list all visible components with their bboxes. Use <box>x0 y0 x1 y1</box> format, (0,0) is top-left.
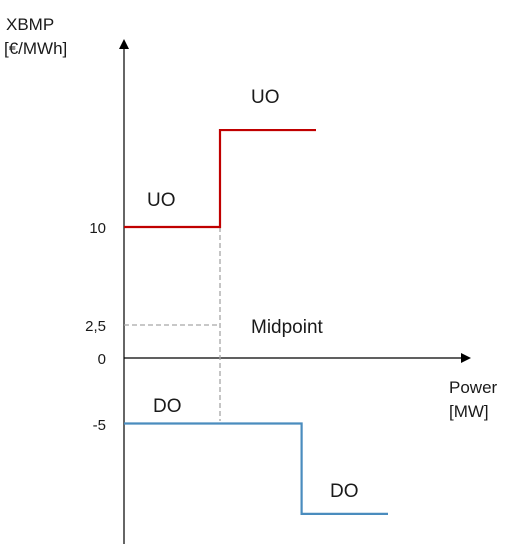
uo-label-upper: UO <box>251 87 280 108</box>
x-axis-label: Power <box>449 378 498 397</box>
y-tick-label: 10 <box>89 220 106 237</box>
uo-label-lower: UO <box>147 190 176 211</box>
midpoint-label: Midpoint <box>251 317 324 338</box>
y-tick-label: 0 <box>98 351 106 368</box>
y-axis-unit: [€/MWh] <box>4 39 67 58</box>
y-tick-label: 2,5 <box>85 318 106 335</box>
y-tick-label: -5 <box>93 417 106 434</box>
series-uo-line <box>124 128 316 229</box>
do-label-upper: DO <box>153 396 182 417</box>
x-axis-unit: [MW] <box>449 402 489 421</box>
y-axis-label: XBMP <box>6 15 54 34</box>
do-label-lower: DO <box>330 481 359 502</box>
series-do-line <box>124 422 388 515</box>
